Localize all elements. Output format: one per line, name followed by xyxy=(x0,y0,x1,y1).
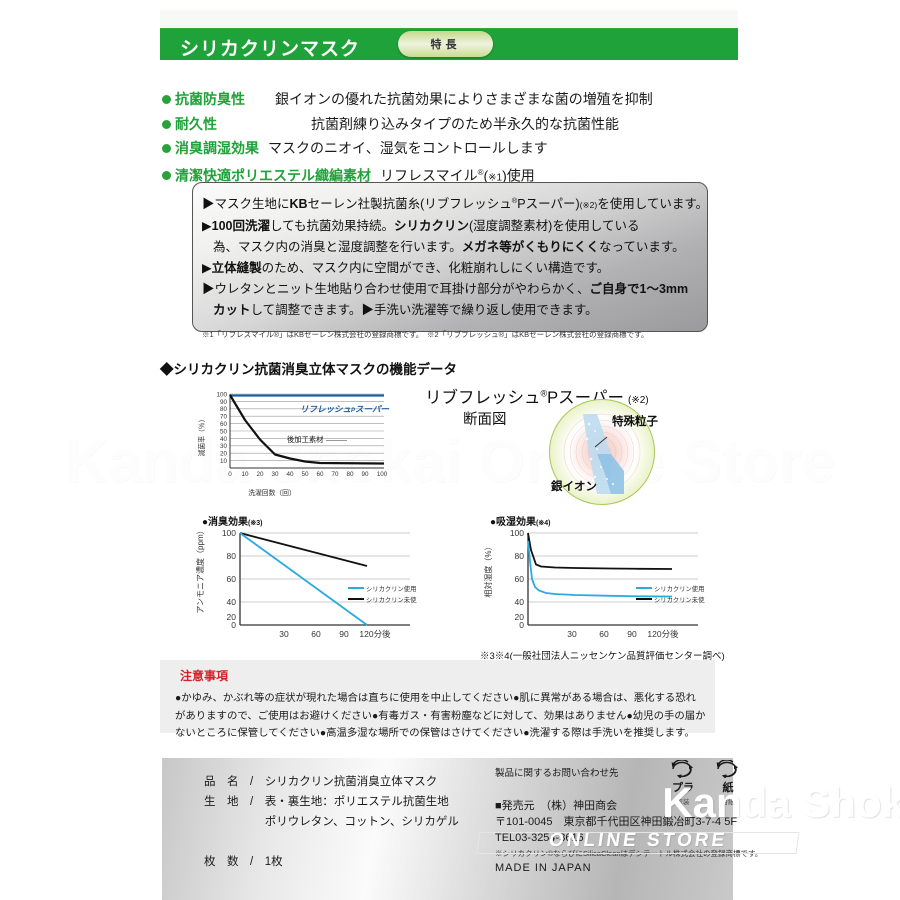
svg-text:0: 0 xyxy=(231,620,236,630)
svg-text:90: 90 xyxy=(220,399,228,406)
svg-text:シリカクリン使用: シリカクリン使用 xyxy=(654,584,704,593)
svg-text:90: 90 xyxy=(361,471,369,478)
svg-text:60: 60 xyxy=(599,629,609,639)
svg-text:100: 100 xyxy=(216,392,227,399)
svg-text:30: 30 xyxy=(567,629,577,639)
svg-text:リフレッシュPスーパー: リフレッシュPスーパー xyxy=(300,404,389,414)
svg-text:60: 60 xyxy=(311,629,321,639)
svg-text:80: 80 xyxy=(227,551,237,561)
svg-text:40: 40 xyxy=(286,471,294,478)
svg-text:70: 70 xyxy=(220,414,228,421)
svg-text:90: 90 xyxy=(339,629,349,639)
svg-text:120分後: 120分後 xyxy=(647,629,679,639)
svg-text:60: 60 xyxy=(220,421,228,428)
svg-text:40: 40 xyxy=(515,597,525,607)
svg-text:60: 60 xyxy=(316,471,324,478)
svg-text:30: 30 xyxy=(271,471,279,478)
svg-text:90: 90 xyxy=(627,629,637,639)
svg-text:30: 30 xyxy=(220,443,228,450)
svg-text:●消臭効果(※3): ●消臭効果(※3) xyxy=(202,515,262,528)
svg-text:洗濯回数（回）: 洗濯回数（回） xyxy=(248,488,296,497)
svg-text:0: 0 xyxy=(228,471,232,478)
svg-text:減菌率（％）: 減菌率（％） xyxy=(197,416,206,457)
svg-text:10: 10 xyxy=(241,471,249,478)
svg-text:10: 10 xyxy=(220,458,228,465)
svg-text:後加工素材: 後加工素材 xyxy=(287,435,323,444)
svg-text:シリカクリン未使用: シリカクリン未使用 xyxy=(366,595,417,604)
svg-text:100: 100 xyxy=(377,471,388,478)
svg-text:アンモニア濃度（ppm）: アンモニア濃度（ppm） xyxy=(195,526,205,613)
svg-text:70: 70 xyxy=(331,471,339,478)
svg-text:60: 60 xyxy=(515,574,525,584)
svg-text:50: 50 xyxy=(220,428,228,435)
svg-text:20: 20 xyxy=(220,451,228,458)
svg-text:40: 40 xyxy=(220,436,228,443)
svg-text:100: 100 xyxy=(510,528,524,538)
svg-text:シリカクリン未使用: シリカクリン未使用 xyxy=(654,595,705,604)
svg-text:20: 20 xyxy=(256,471,264,478)
svg-text:●吸湿効果(※4): ●吸湿効果(※4) xyxy=(490,515,550,528)
svg-text:40: 40 xyxy=(227,597,237,607)
svg-text:相対湿度（%）: 相対湿度（%） xyxy=(483,542,493,597)
svg-text:60: 60 xyxy=(227,574,237,584)
svg-text:シリカクリン使用: シリカクリン使用 xyxy=(366,584,416,593)
svg-text:80: 80 xyxy=(346,471,354,478)
svg-text:120分後: 120分後 xyxy=(359,629,391,639)
svg-text:0: 0 xyxy=(519,620,524,630)
svg-text:100: 100 xyxy=(222,528,236,538)
svg-text:80: 80 xyxy=(220,406,228,413)
svg-text:30: 30 xyxy=(279,629,289,639)
svg-text:80: 80 xyxy=(515,551,525,561)
svg-text:50: 50 xyxy=(301,471,309,478)
